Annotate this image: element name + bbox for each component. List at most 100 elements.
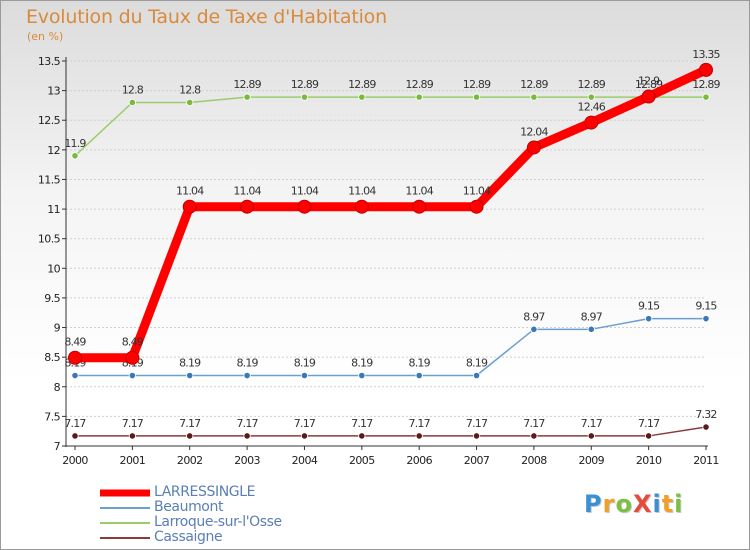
data-label-3-0: 7.17 (64, 417, 86, 430)
data-label-0-6: 11.04 (405, 185, 433, 198)
point-3-0 (71, 432, 79, 440)
chart-title: Evolution du Taux de Taxe d'Habitation (26, 6, 387, 28)
point-3-11 (702, 423, 710, 431)
legend-swatch-cassaigne (100, 536, 150, 539)
data-label-1-8: 8.97 (523, 310, 545, 323)
data-label-0-1: 8.49 (122, 336, 144, 349)
point-1-7 (472, 371, 481, 380)
data-label-2-2: 12.8 (179, 83, 201, 96)
legend-label-cassaigne: Cassaigne (154, 529, 223, 545)
data-label-0-5: 11.04 (348, 185, 376, 198)
data-label-0-4: 11.04 (291, 185, 319, 198)
data-label-3-2: 7.17 (179, 417, 201, 430)
point-0-5 (354, 199, 369, 214)
x-tick-label-5: 2005 (349, 454, 375, 467)
point-2-9 (587, 93, 595, 101)
data-label-0-8: 12.04 (520, 125, 548, 138)
x-tick-label-10: 2010 (636, 454, 662, 467)
data-label-0-9: 12.46 (578, 101, 606, 114)
data-label-1-3: 8.19 (236, 357, 258, 370)
point-2-1 (128, 98, 136, 107)
legend-label-larroque: Larroque-sur-l'Osse (154, 514, 282, 530)
y-tick-label-1: 7.5 (44, 410, 60, 423)
x-tick-label-8: 2008 (521, 454, 547, 467)
data-label-0-0: 8.49 (64, 336, 86, 349)
data-label-0-3: 11.04 (233, 185, 261, 198)
data-label-3-3: 7.17 (236, 417, 258, 430)
data-label-0-11: 13.35 (692, 48, 720, 61)
y-tick-label-10: 12 (47, 144, 60, 157)
data-label-1-10: 9.15 (638, 300, 660, 313)
x-tick-label-2: 2002 (177, 454, 203, 467)
point-1-3 (243, 371, 251, 380)
y-tick-label-9: 11.5 (38, 173, 61, 186)
y-tick-label-6: 10 (47, 262, 60, 275)
data-label-2-5: 12.89 (348, 78, 376, 91)
x-tick-label-4: 2004 (292, 454, 318, 467)
data-label-3-7: 7.17 (466, 417, 488, 430)
series-line-3 (74, 426, 707, 437)
y-tick-label-12: 13 (47, 85, 60, 98)
point-3-8 (530, 432, 538, 440)
data-label-3-5: 7.17 (351, 417, 373, 430)
x-tick-label-0: 2000 (62, 454, 88, 467)
legend-swatch-larressingle (100, 489, 150, 496)
data-label-1-4: 8.19 (294, 357, 316, 370)
data-label-2-11: 12.89 (692, 78, 720, 91)
point-2-5 (358, 93, 366, 101)
data-label-2-6: 12.89 (405, 78, 433, 91)
x-tick-label-7: 2007 (464, 454, 490, 467)
point-0-1 (125, 350, 140, 365)
series-line-2 (74, 96, 707, 157)
point-1-9 (587, 325, 595, 333)
point-0-2 (182, 199, 197, 214)
x-tick-label-6: 2006 (406, 454, 432, 467)
point-1-0 (71, 371, 79, 380)
proxiti-logo: ProXiti (584, 490, 684, 518)
data-label-1-7: 8.19 (466, 357, 488, 370)
point-2-3 (243, 93, 251, 101)
point-0-8 (526, 140, 541, 155)
point-0-4 (297, 199, 312, 214)
point-1-1 (128, 371, 136, 380)
data-label-3-9: 7.17 (581, 417, 603, 430)
chart-subtitle: (en %) (27, 30, 64, 43)
point-0-7 (469, 199, 484, 214)
legend-swatch-beaumont (100, 506, 150, 509)
data-label-1-9: 8.97 (581, 310, 603, 323)
data-label-2-0: 11.9 (64, 137, 86, 150)
data-label-3-6: 7.17 (409, 417, 431, 430)
legend-label-beaumont: Beaumont (154, 499, 224, 515)
point-3-2 (186, 432, 194, 440)
data-label-2-7: 12.89 (463, 78, 491, 91)
y-tick-label-3: 8.5 (44, 351, 60, 364)
point-0-11 (699, 62, 713, 77)
point-3-6 (415, 432, 423, 440)
y-tick-label-13: 13.5 (38, 55, 61, 68)
point-3-9 (587, 432, 595, 440)
point-1-4 (300, 371, 309, 380)
point-2-4 (300, 93, 309, 101)
point-2-7 (472, 93, 481, 101)
point-3-4 (300, 432, 309, 440)
data-label-2-9: 12.89 (578, 78, 606, 91)
point-1-11 (702, 315, 710, 323)
y-tick-label-4: 9 (54, 322, 61, 335)
point-3-5 (358, 432, 366, 440)
data-label-3-8: 7.17 (523, 417, 545, 430)
x-tick-label-11: 2011 (693, 454, 719, 467)
point-0-10 (641, 89, 656, 104)
data-label-2-1: 12.8 (122, 83, 144, 96)
point-2-6 (415, 93, 423, 101)
legend-label-larressingle: LARRESSINGLE (154, 484, 256, 500)
y-tick-label-8: 11 (47, 203, 60, 216)
legend-swatch-larroque (100, 521, 150, 524)
point-0-6 (412, 199, 427, 214)
data-label-0-7: 11.04 (463, 185, 491, 198)
y-tick-label-2: 8 (54, 381, 61, 394)
data-label-1-6: 8.19 (409, 357, 431, 370)
data-label-3-1: 7.17 (122, 417, 144, 430)
x-tick-label-3: 2003 (234, 454, 260, 467)
